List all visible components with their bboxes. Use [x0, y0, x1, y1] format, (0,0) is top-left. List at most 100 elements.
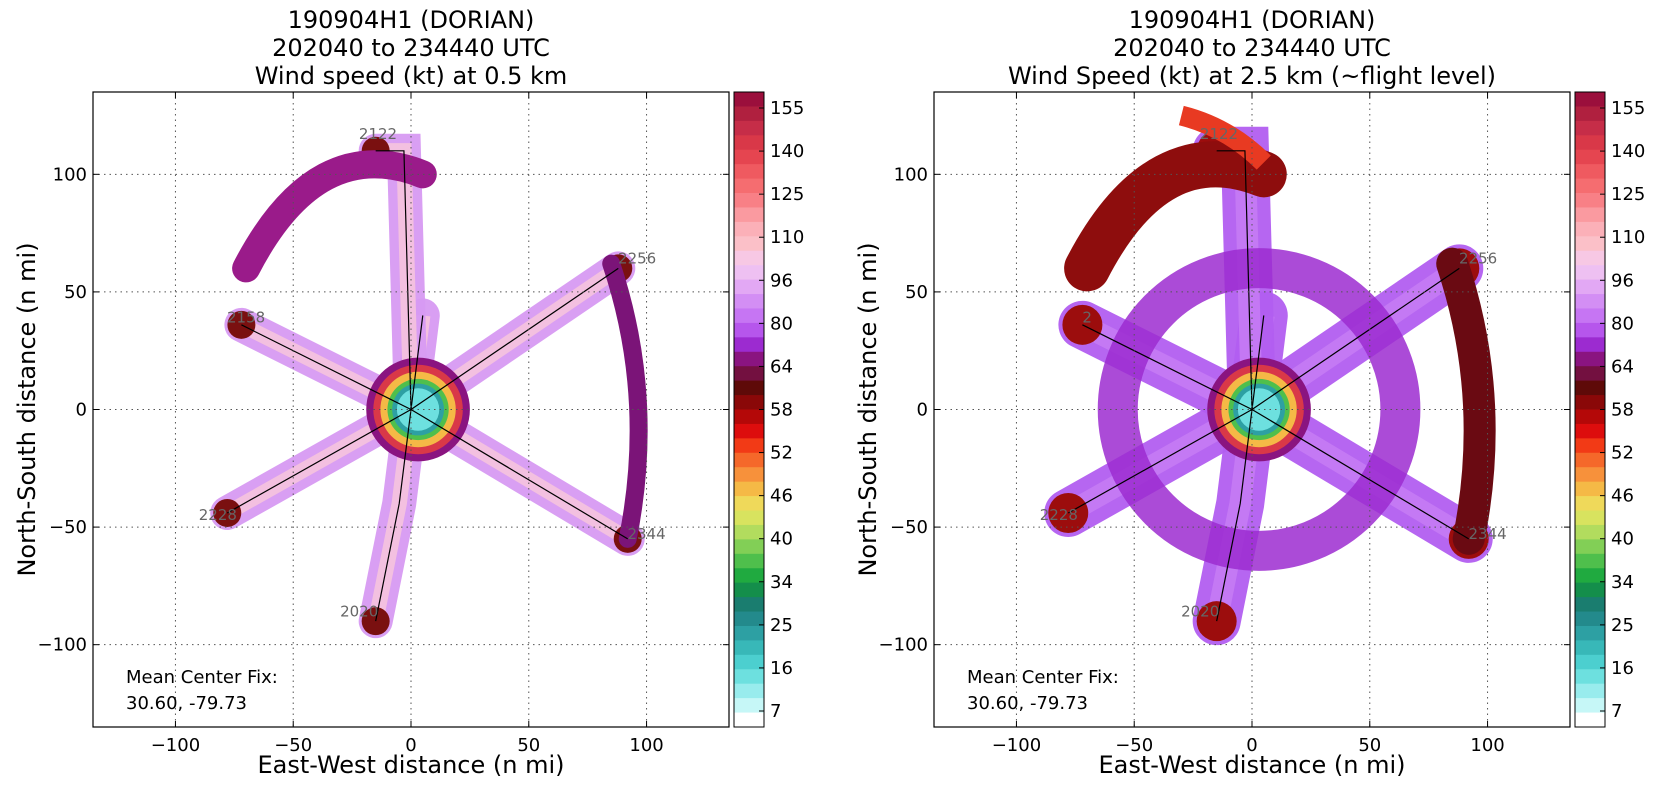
colorbar-swatch — [1575, 294, 1605, 309]
xtick-label: 100 — [1470, 735, 1504, 756]
colorbar-swatch — [1575, 149, 1605, 165]
track-2122 — [1216, 150, 1253, 410]
colorbar-swatch — [734, 524, 764, 540]
xtick-label: −100 — [151, 735, 200, 756]
xtick-label: 50 — [517, 735, 540, 756]
colorbar-swatch — [734, 294, 764, 309]
colorbar-tick-label: 96 — [1611, 270, 1634, 291]
colorbar-tick-label: 25 — [1611, 615, 1634, 636]
colorbar-swatch — [1575, 308, 1605, 324]
colorbar-tick-label: 110 — [1611, 227, 1645, 248]
colorbar-tick-label: 96 — [770, 270, 793, 291]
colorbar-swatch — [734, 149, 764, 165]
colorbar-swatch — [1575, 467, 1605, 483]
colorbar-swatch — [734, 178, 764, 194]
outer-band-east — [602, 254, 648, 548]
colorbar-tick-label: 16 — [1611, 658, 1634, 679]
colorbar-swatch — [1575, 279, 1605, 295]
colorbar-tick-label: 140 — [770, 141, 804, 162]
colorbar-swatch — [1575, 409, 1605, 425]
leg-time-label: 2344 — [627, 525, 665, 543]
track-2020 — [1216, 315, 1265, 622]
xtick-label: −100 — [992, 735, 1041, 756]
colorbar-swatch — [734, 611, 764, 627]
ytick-label: 50 — [64, 282, 87, 303]
colorbar-swatch — [1575, 539, 1605, 555]
colorbar-swatch — [734, 568, 764, 584]
track-2122 — [375, 150, 412, 410]
colorbar-swatch — [1575, 92, 1605, 107]
wind-field — [1044, 105, 1496, 646]
colorbar-tick-label: 110 — [770, 227, 804, 248]
colorbar-swatch — [734, 640, 764, 656]
colorbar-swatch — [734, 597, 764, 613]
colorbar-tick-label: 125 — [770, 184, 804, 205]
panel-1: 190904H1 (DORIAN)202040 to 234440 UTCWin… — [13, 6, 804, 779]
colorbar-swatch — [1575, 322, 1605, 338]
colorbar-swatch — [734, 193, 764, 208]
colorbar-tick-label: 64 — [1611, 356, 1634, 377]
y-axis-label: North-South distance (n mi) — [13, 242, 41, 576]
colorbar-swatch — [734, 380, 764, 396]
track-2020 — [375, 315, 424, 622]
colorbar: 155 140 125 110 96 80 64 58 52 46 40 34 25 16 7 — [1574, 91, 1645, 728]
xtick-label: −50 — [1115, 735, 1153, 756]
colorbar-swatch — [1575, 496, 1605, 512]
title-line-1: 190904H1 (DORIAN) — [1129, 6, 1376, 34]
colorbar-swatch — [1575, 366, 1605, 382]
colorbar-swatch — [1575, 265, 1605, 281]
outer-band-north-gradient — [1178, 105, 1271, 170]
colorbar-tick-label: 25 — [770, 615, 793, 636]
colorbar-swatch — [734, 467, 764, 483]
title-line-2: 202040 to 234440 UTC — [1113, 34, 1391, 62]
colorbar-swatch — [1575, 481, 1605, 497]
colorbar-swatch — [734, 481, 764, 497]
outer-band-north — [1064, 141, 1287, 292]
colorbar-swatch — [734, 322, 764, 338]
colorbar-swatch — [1575, 337, 1605, 353]
colorbar-swatch — [1575, 236, 1605, 252]
colorbar-tick-label: 52 — [770, 443, 793, 464]
colorbar-swatch — [734, 452, 764, 468]
colorbar-swatch — [1575, 611, 1605, 627]
colorbar-swatch — [1575, 698, 1605, 714]
colorbar-swatch — [1575, 510, 1605, 526]
colorbar-swatch — [734, 120, 764, 136]
colorbar-swatch — [734, 654, 764, 670]
colorbar-swatch — [1575, 423, 1605, 439]
colorbar-swatch — [734, 712, 764, 728]
leg-time-label: 2228 — [199, 506, 237, 524]
colorbar-tick-label: 46 — [1611, 486, 1634, 507]
colorbar-swatch — [1575, 120, 1605, 136]
colorbar-swatch — [734, 92, 764, 107]
colorbar-tick-label: 7 — [770, 701, 781, 722]
colorbar-swatch — [1575, 625, 1605, 641]
title-line-3: Wind speed (kt) at 0.5 km — [255, 62, 568, 90]
colorbar-swatch — [1575, 395, 1605, 410]
colorbar-swatch — [734, 135, 764, 151]
colorbar-swatch — [734, 625, 764, 641]
colorbar-swatch — [734, 221, 764, 237]
track-2158 — [1082, 324, 1253, 411]
track-2158 — [241, 324, 412, 411]
xtick-label: −50 — [274, 735, 312, 756]
colorbar-swatch — [1575, 164, 1605, 180]
colorbar-swatch — [734, 409, 764, 425]
colorbar-tick-label: 16 — [770, 658, 793, 679]
leg-time-label: 2122 — [359, 125, 397, 143]
xtick-label: 50 — [1358, 735, 1381, 756]
colorbar-swatch — [1575, 669, 1605, 685]
colorbar-swatch — [734, 510, 764, 526]
center-fix-label: Mean Center Fix: — [967, 667, 1119, 688]
colorbar-swatch — [734, 438, 764, 454]
colorbar-tick-label: 52 — [1611, 443, 1634, 464]
colorbar-swatch — [734, 337, 764, 353]
colorbar-swatch — [1575, 640, 1605, 656]
colorbar-swatch — [734, 553, 764, 569]
colorbar-tick-label: 80 — [1611, 313, 1634, 334]
center-fix-value: 30.60, -79.73 — [126, 693, 247, 714]
leg-time-label: 2344 — [1468, 525, 1506, 543]
colorbar-swatch — [734, 395, 764, 410]
xtick-label: 100 — [629, 735, 663, 756]
center-fix-label: Mean Center Fix: — [126, 667, 278, 688]
